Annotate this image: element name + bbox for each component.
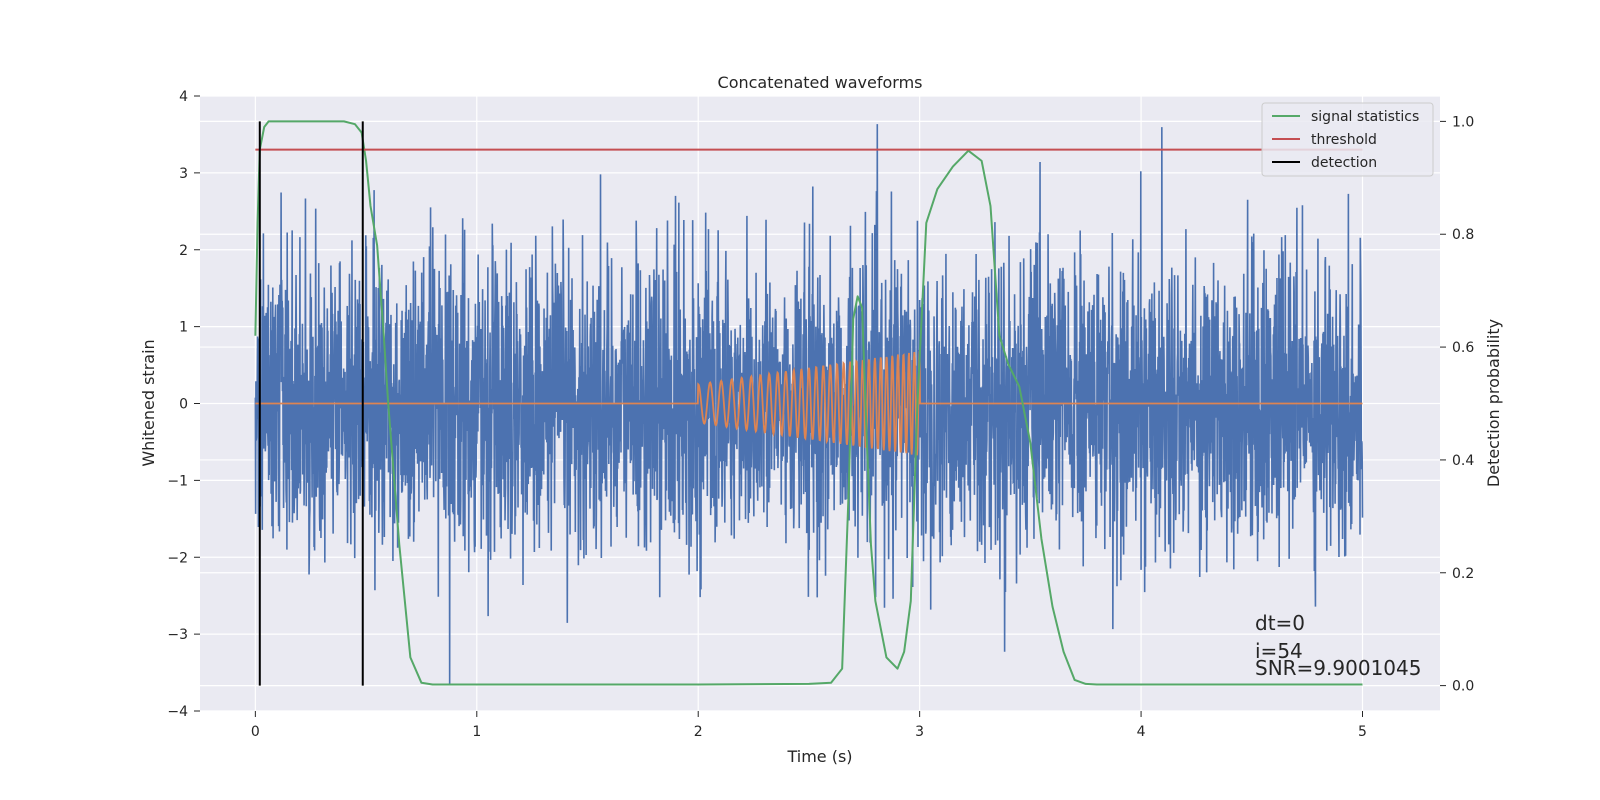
legend-label-detection: detection <box>1311 155 1377 171</box>
y-tick-label: −4 <box>167 704 188 720</box>
y-tick-label: −1 <box>167 473 188 489</box>
y2-tick-label: 0.8 <box>1452 227 1474 243</box>
x-tick-label: 5 <box>1358 724 1367 740</box>
y-tick-label: −2 <box>167 550 188 566</box>
y-axis-title: Whitened strain <box>139 339 158 466</box>
x-tick-label: 0 <box>251 724 260 740</box>
y-tick-label: −3 <box>167 627 188 643</box>
annotation-snr: SNR=9.9001045 <box>1255 656 1421 680</box>
y-tick-label: 0 <box>179 397 188 413</box>
axes-ticks: 0 1 2 3 4 5 −4 −3 −2 −1 0 1 2 3 4 0.0 0.2 0.4 0.6 0.8 1.0 <box>167 89 1474 740</box>
y2-axis-title: Detection probability <box>1484 319 1503 487</box>
series-injected-waveform <box>255 351 1363 456</box>
x-tick-label: 1 <box>472 724 481 740</box>
legend-label-signal-statistics: signal statistics <box>1311 109 1419 125</box>
legend: signal statistics threshold detection <box>1261 102 1434 177</box>
annotation-i: i=54 <box>1255 639 1303 663</box>
y-tick-label: 2 <box>179 243 188 259</box>
x-tick-label: 3 <box>915 724 924 740</box>
legend-label-threshold: threshold <box>1311 132 1377 148</box>
y2-tick-label: 0.4 <box>1452 453 1474 469</box>
y2-tick-label: 0.2 <box>1452 566 1474 582</box>
y2-tick-label: 0.6 <box>1452 340 1474 356</box>
y-tick-label: 4 <box>179 89 188 105</box>
y-tick-label: 3 <box>179 166 188 182</box>
y2-tick-label: 1.0 <box>1452 114 1474 130</box>
y-tick-label: 1 <box>179 320 188 336</box>
series-strain <box>254 124 1364 685</box>
plot-series <box>254 120 1364 686</box>
y2-tick-label: 0.0 <box>1452 679 1474 695</box>
x-tick-label: 4 <box>1137 724 1146 740</box>
legend-box <box>1261 102 1434 177</box>
series-signal-statistics <box>254 120 1363 686</box>
x-tick-label: 2 <box>694 724 703 740</box>
x-axis-title: Time (s) <box>786 747 852 766</box>
chart-title: Concatenated waveforms <box>718 73 923 92</box>
annotation-dt: dt=0 <box>1255 611 1305 635</box>
